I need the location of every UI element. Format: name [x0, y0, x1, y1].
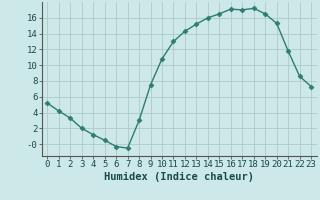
- X-axis label: Humidex (Indice chaleur): Humidex (Indice chaleur): [104, 172, 254, 182]
